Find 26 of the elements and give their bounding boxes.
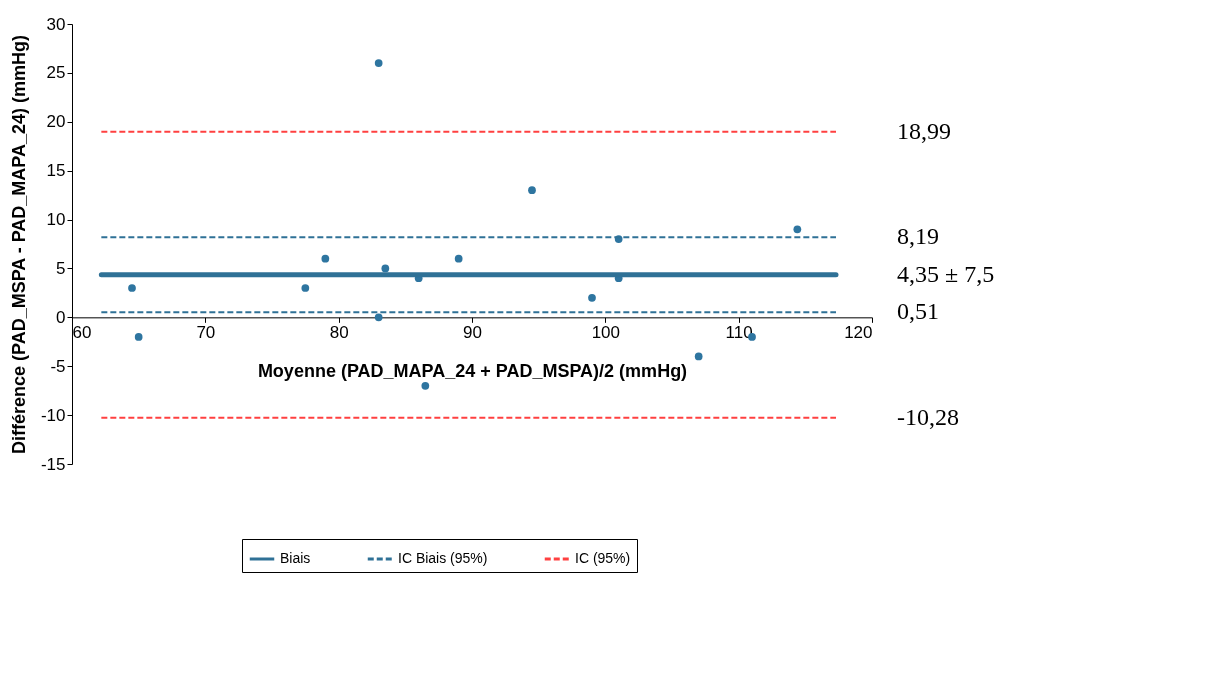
y-tick-label: 20: [46, 112, 66, 132]
legend-label: IC Biais (95%): [398, 550, 488, 566]
x-tick-label: 80: [329, 322, 349, 342]
text: 8,19: [897, 223, 939, 250]
y-tick-label: 15: [46, 161, 66, 181]
y-tick-label: -15: [40, 454, 66, 474]
y-tick-label: 10: [46, 210, 66, 230]
y-tick-label: 5: [56, 258, 66, 278]
y-tick-label: 30: [46, 14, 66, 34]
x-tick-label: 100: [591, 322, 621, 342]
y-tick-label: -5: [50, 356, 66, 376]
y-tick-label: 25: [46, 63, 66, 83]
x-tick-label: 120: [844, 322, 873, 342]
text: -10,28: [897, 403, 959, 430]
text: 18,99: [897, 117, 951, 144]
x-tick-label: 70: [196, 322, 216, 342]
text: 0,51: [897, 298, 939, 325]
legend-label: IC (95%): [575, 550, 631, 566]
legend-label: Biais: [280, 550, 311, 566]
y-tick-label: 0: [56, 307, 66, 327]
text: 4,35 ± 7,5: [897, 260, 995, 287]
x-tick-label: 60: [72, 322, 92, 342]
y-tick-label: -10: [40, 405, 66, 425]
x-tick-label: 90: [463, 322, 482, 342]
x-axis-title: Moyenne (PAD_MAPA_24 + PAD_MSPA)/2 (mmHg): [257, 360, 688, 381]
y-axis-title: Différence (PAD_MSPA - PAD_MAPA_24) (mmHg): [8, 34, 29, 455]
